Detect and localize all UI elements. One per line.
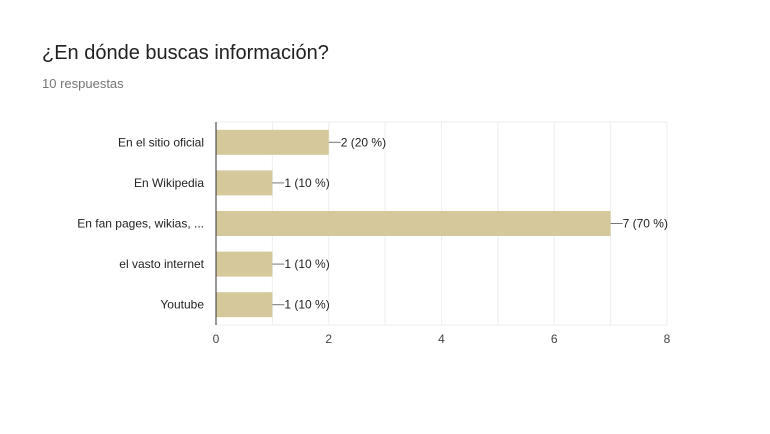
labels: 0 2 4 6 8 2 (20 %) En el sitio oficial 1 (10 %)… (77, 135, 670, 346)
bar (216, 292, 273, 318)
chart-title: ¿En dónde buscas información? (42, 42, 329, 64)
category-label: Youtube (160, 298, 204, 312)
x-tick-label: 0 (213, 332, 220, 346)
category-label: En fan pages, wikias, ... (77, 217, 204, 231)
x-tick-label: 2 (325, 332, 332, 346)
x-tick-label: 4 (438, 332, 445, 346)
bar (216, 170, 273, 196)
data-label: 1 (10 %) (284, 176, 329, 190)
bar (216, 129, 329, 155)
data-label: 7 (70 %) (623, 217, 668, 231)
data-label: 2 (20 %) (341, 135, 386, 149)
bar (216, 251, 273, 277)
data-label: 1 (10 %) (284, 298, 329, 312)
grid-lines (215, 121, 668, 326)
bar (216, 211, 611, 236)
category-label: En el sitio oficial (118, 135, 204, 149)
data-label: 1 (10 %) (284, 257, 329, 271)
category-label: En Wikipedia (134, 176, 204, 190)
x-tick-label: 6 (551, 332, 558, 346)
bars (216, 129, 623, 318)
category-label: el vasto internet (119, 257, 204, 271)
x-tick-label: 8 (664, 332, 671, 346)
response-count: 10 respuestas (42, 76, 124, 91)
